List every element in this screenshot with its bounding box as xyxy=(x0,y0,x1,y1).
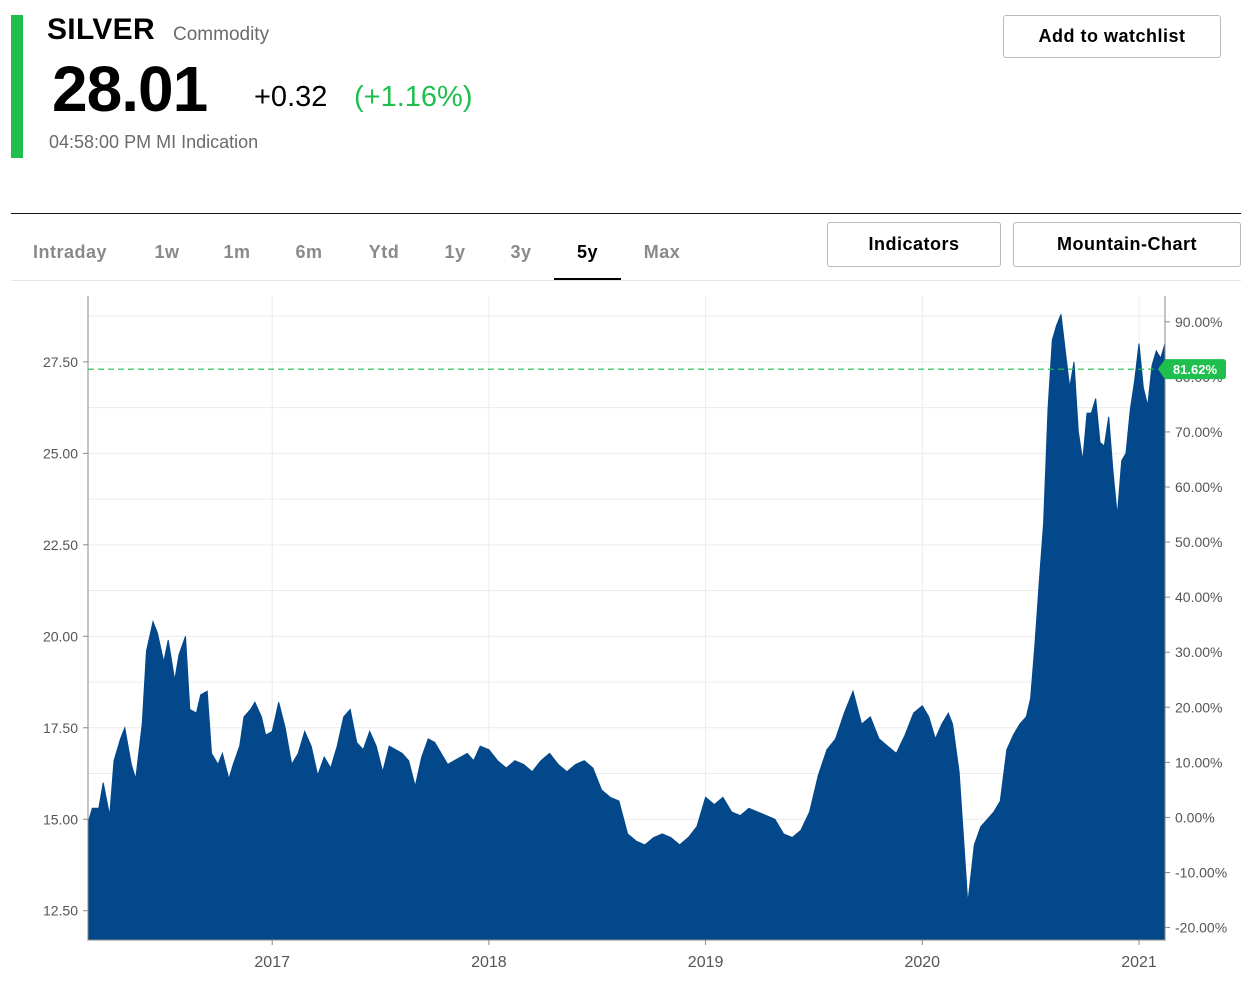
left-axis-label: 20.00 xyxy=(43,628,78,644)
price-area-series xyxy=(87,314,1166,941)
left-axis-label: 12.50 xyxy=(43,903,78,919)
tab-ytd[interactable]: Ytd xyxy=(368,242,400,262)
right-axis-label: 30.00% xyxy=(1175,644,1222,660)
tab-3y[interactable]: 3y xyxy=(510,242,532,262)
right-axis-label: 60.00% xyxy=(1175,479,1222,495)
left-axis-label: 22.50 xyxy=(43,537,78,553)
price-change-percent: (+1.16%) xyxy=(354,81,473,113)
right-axis-label: -10.00% xyxy=(1175,864,1227,880)
mountain-chart-button[interactable]: Mountain-Chart xyxy=(1013,222,1241,267)
left-axis-label: 27.50 xyxy=(43,354,78,370)
right-axis-label: 20.00% xyxy=(1175,699,1222,715)
x-axis-label: 2018 xyxy=(471,954,507,971)
left-axis-label: 25.00 xyxy=(43,445,78,461)
right-axis-label: 10.00% xyxy=(1175,754,1222,770)
tab-1y[interactable]: 1y xyxy=(444,242,466,262)
instrument-name: SILVER xyxy=(47,13,155,46)
x-axis-label: 2017 xyxy=(254,954,290,971)
right-axis-label: 90.00% xyxy=(1175,314,1222,330)
tab-1m[interactable]: 1m xyxy=(223,242,251,262)
add-to-watchlist-button[interactable]: Add to watchlist xyxy=(1003,15,1221,58)
tab-5y[interactable]: 5y xyxy=(554,230,621,281)
instrument-type: Commodity xyxy=(173,24,270,45)
right-axis-label: 50.00% xyxy=(1175,534,1222,550)
tab-6m[interactable]: 6m xyxy=(295,242,323,262)
x-axis-label: 2019 xyxy=(688,954,724,971)
right-axis-label: 70.00% xyxy=(1175,424,1222,440)
accent-bar xyxy=(11,15,23,158)
x-axis-label: 2020 xyxy=(904,954,940,971)
right-axis-label: -20.00% xyxy=(1175,920,1227,936)
tab-intraday[interactable]: Intraday xyxy=(32,242,108,262)
right-axis-label: 0.00% xyxy=(1175,809,1215,825)
reference-badge xyxy=(1158,359,1226,380)
quote-time: 04:58:00 PM MI Indication xyxy=(49,132,259,152)
price-change: +0.32 xyxy=(254,81,328,113)
reference-badge-label: 81.62% xyxy=(1173,362,1218,377)
header-divider xyxy=(11,213,1241,214)
right-axis-label: 40.00% xyxy=(1175,589,1222,605)
x-axis-label: 2021 xyxy=(1121,954,1157,971)
tab-1w[interactable]: 1w xyxy=(154,242,180,262)
indicators-button[interactable]: Indicators xyxy=(827,222,1001,267)
left-axis-label: 17.50 xyxy=(43,720,78,736)
left-axis-label: 15.00 xyxy=(43,811,78,827)
last-price: 28.01 xyxy=(52,53,208,125)
tabs-divider xyxy=(11,280,1241,281)
tab-max[interactable]: Max xyxy=(643,242,681,262)
